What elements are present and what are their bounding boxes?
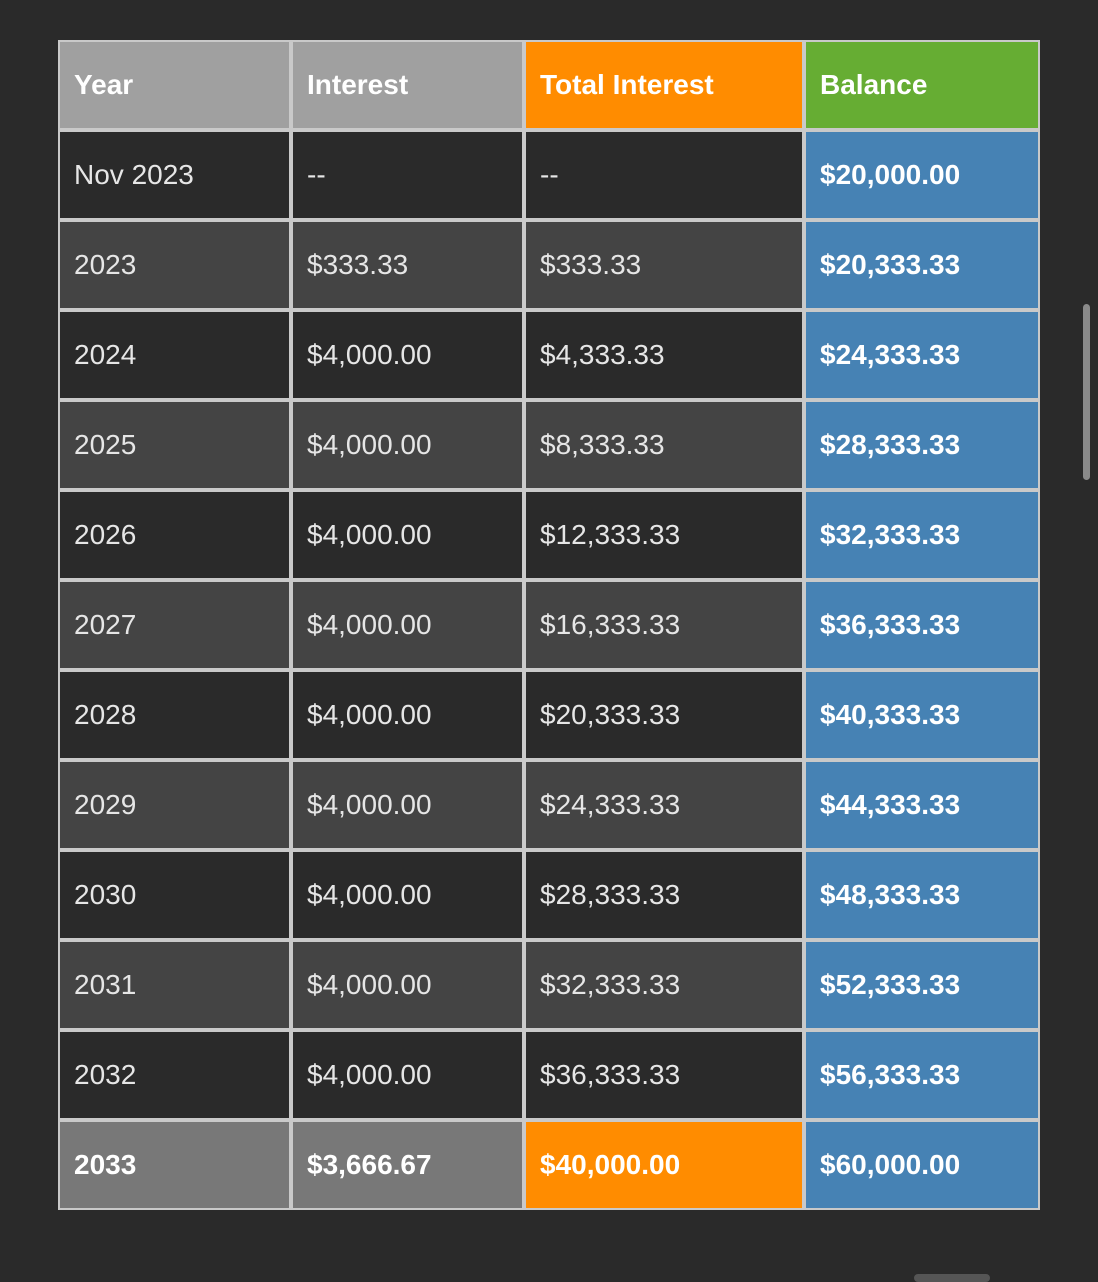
cell-total-interest: $24,333.33 — [526, 762, 802, 848]
header-interest: Interest — [293, 42, 522, 128]
table-row: 2026 $4,000.00 $12,333.33 $32,333.33 — [60, 492, 1038, 578]
table-row: 2030 $4,000.00 $28,333.33 $48,333.33 — [60, 852, 1038, 938]
cell-balance: $32,333.33 — [806, 492, 1038, 578]
cell-total-interest: $333.33 — [526, 222, 802, 308]
cell-balance: $20,000.00 — [806, 132, 1038, 218]
table-row: 2024 $4,000.00 $4,333.33 $24,333.33 — [60, 312, 1038, 398]
cell-interest: $4,000.00 — [293, 492, 522, 578]
cell-interest: $4,000.00 — [293, 402, 522, 488]
cell-total-interest: $28,333.33 — [526, 852, 802, 938]
cell-interest: $4,000.00 — [293, 852, 522, 938]
table-row: 2032 $4,000.00 $36,333.33 $56,333.33 — [60, 1032, 1038, 1118]
cell-interest: $4,000.00 — [293, 582, 522, 668]
cell-interest: $4,000.00 — [293, 672, 522, 758]
header-year: Year — [60, 42, 289, 128]
table-row: 2027 $4,000.00 $16,333.33 $36,333.33 — [60, 582, 1038, 668]
cell-interest: $3,666.67 — [293, 1122, 522, 1208]
cell-interest: -- — [293, 132, 522, 218]
cell-balance: $60,000.00 — [806, 1122, 1038, 1208]
table-row: 2025 $4,000.00 $8,333.33 $28,333.33 — [60, 402, 1038, 488]
cell-year: 2033 — [60, 1122, 289, 1208]
cell-year: 2025 — [60, 402, 289, 488]
cell-balance: $24,333.33 — [806, 312, 1038, 398]
table-row: 2023 $333.33 $333.33 $20,333.33 — [60, 222, 1038, 308]
cell-year: 2023 — [60, 222, 289, 308]
table-row: Nov 2023 -- -- $20,000.00 — [60, 132, 1038, 218]
table-row: 2029 $4,000.00 $24,333.33 $44,333.33 — [60, 762, 1038, 848]
header-total-interest: Total Interest — [526, 42, 802, 128]
cell-year: 2028 — [60, 672, 289, 758]
cell-balance: $52,333.33 — [806, 942, 1038, 1028]
table-final-row: 2033 $3,666.67 $40,000.00 $60,000.00 — [60, 1122, 1038, 1208]
cell-total-interest: $36,333.33 — [526, 1032, 802, 1118]
cell-balance: $44,333.33 — [806, 762, 1038, 848]
cell-year: 2026 — [60, 492, 289, 578]
cell-year: 2024 — [60, 312, 289, 398]
vertical-scrollbar[interactable] — [1083, 304, 1090, 480]
cell-total-interest: $32,333.33 — [526, 942, 802, 1028]
cell-total-interest: $4,333.33 — [526, 312, 802, 398]
cell-interest: $4,000.00 — [293, 762, 522, 848]
cell-interest: $4,000.00 — [293, 1032, 522, 1118]
cell-year: 2031 — [60, 942, 289, 1028]
cell-total-interest: -- — [526, 132, 802, 218]
cell-total-interest: $16,333.33 — [526, 582, 802, 668]
cell-total-interest: $20,333.33 — [526, 672, 802, 758]
header-balance: Balance — [806, 42, 1038, 128]
cell-year: Nov 2023 — [60, 132, 289, 218]
cell-interest: $333.33 — [293, 222, 522, 308]
cell-balance: $36,333.33 — [806, 582, 1038, 668]
table-header-row: Year Interest Total Interest Balance — [60, 42, 1038, 128]
table-row: 2028 $4,000.00 $20,333.33 $40,333.33 — [60, 672, 1038, 758]
cell-balance: $56,333.33 — [806, 1032, 1038, 1118]
cell-balance: $48,333.33 — [806, 852, 1038, 938]
table-row: 2031 $4,000.00 $32,333.33 $52,333.33 — [60, 942, 1038, 1028]
cell-interest: $4,000.00 — [293, 942, 522, 1028]
cell-year: 2030 — [60, 852, 289, 938]
interest-schedule-table: Year Interest Total Interest Balance Nov… — [58, 40, 1040, 1210]
cell-total-interest: $12,333.33 — [526, 492, 802, 578]
cell-year: 2027 — [60, 582, 289, 668]
cell-year: 2029 — [60, 762, 289, 848]
home-indicator[interactable] — [914, 1274, 990, 1282]
cell-total-interest: $8,333.33 — [526, 402, 802, 488]
cell-interest: $4,000.00 — [293, 312, 522, 398]
cell-balance: $40,333.33 — [806, 672, 1038, 758]
cell-balance: $28,333.33 — [806, 402, 1038, 488]
cell-year: 2032 — [60, 1032, 289, 1118]
cell-balance: $20,333.33 — [806, 222, 1038, 308]
cell-total-interest: $40,000.00 — [526, 1122, 802, 1208]
